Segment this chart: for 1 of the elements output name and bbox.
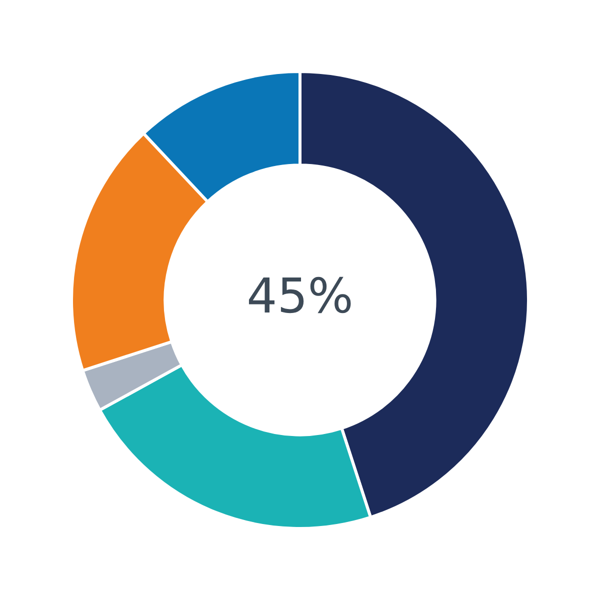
text: 45%	[246, 268, 354, 324]
